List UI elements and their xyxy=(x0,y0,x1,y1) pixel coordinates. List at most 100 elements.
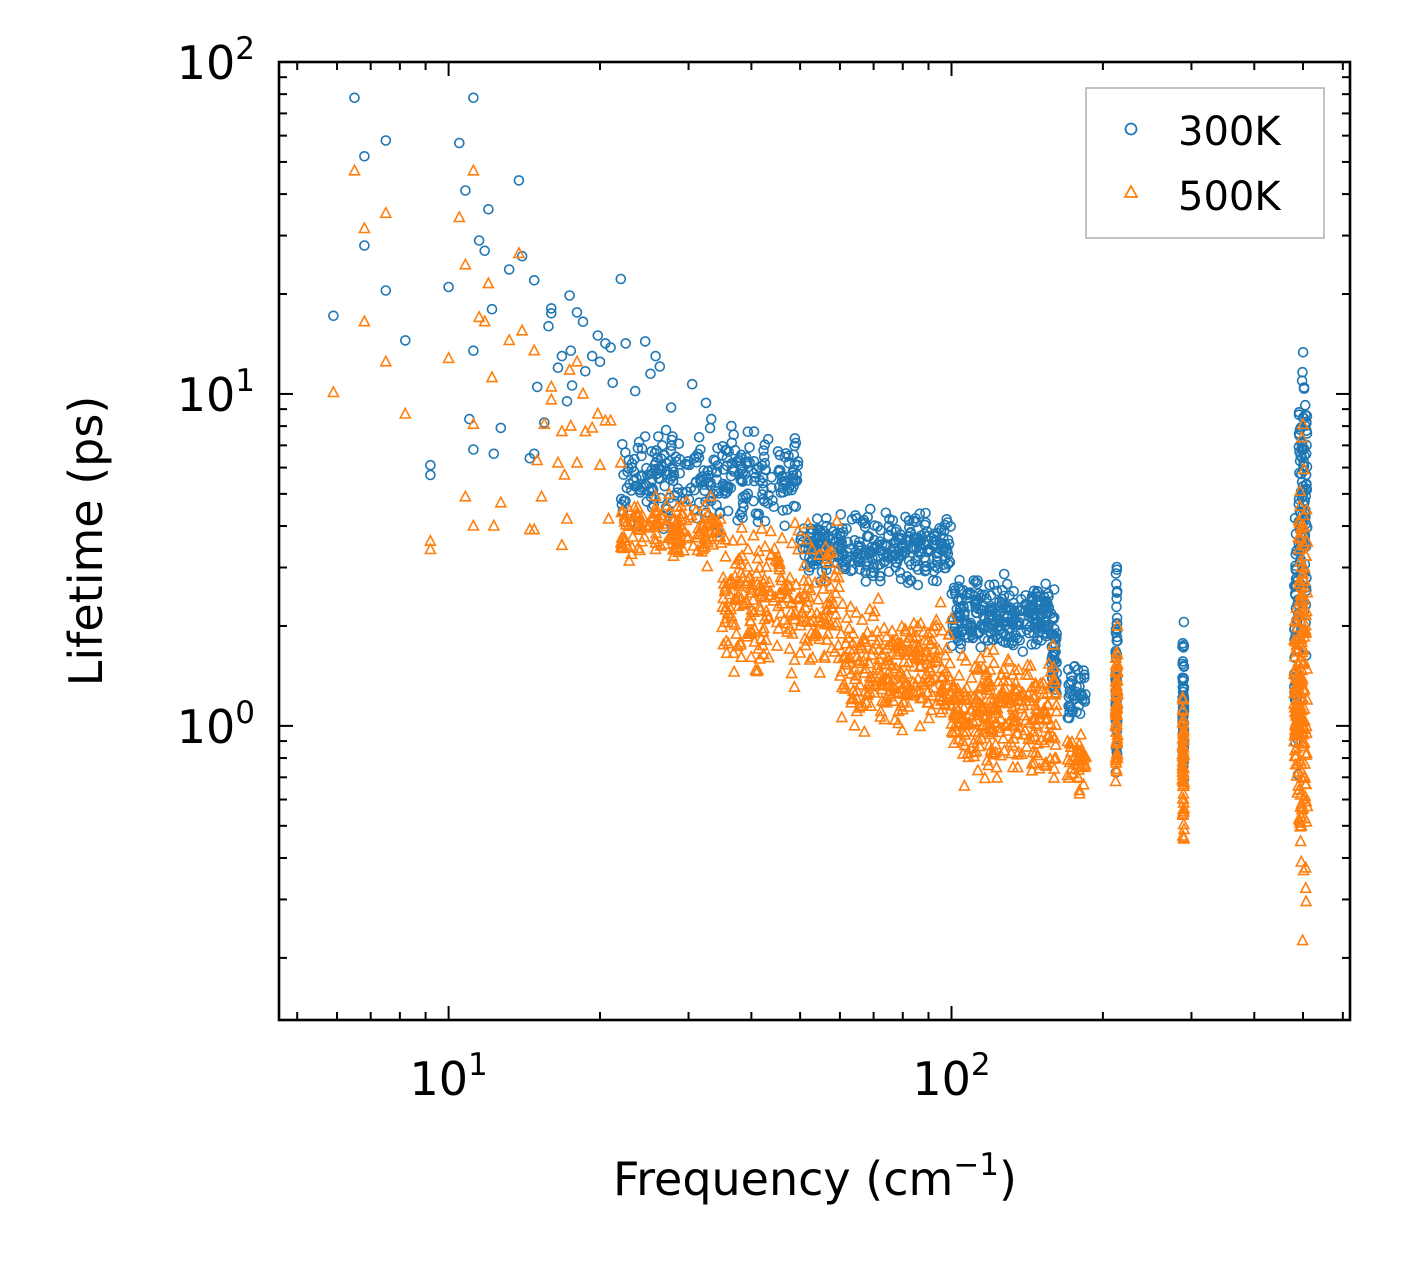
data-point-500k xyxy=(836,596,849,609)
data-point-300k xyxy=(641,462,652,474)
data-point-500k xyxy=(918,633,932,646)
data-point-500k xyxy=(967,714,980,728)
data-point-300k xyxy=(840,563,851,575)
data-point-500k xyxy=(1295,430,1309,443)
x-tick-label: 101 xyxy=(409,1047,487,1106)
data-point-500k xyxy=(863,674,877,687)
data-point-500k xyxy=(853,677,867,690)
data-point-500k xyxy=(1111,683,1124,696)
data-point-300k xyxy=(586,350,598,362)
data-point-300k xyxy=(545,307,557,319)
data-point-500k xyxy=(889,647,903,660)
data-point-500k xyxy=(883,637,897,650)
data-point-300k xyxy=(686,378,698,390)
data-point-300k xyxy=(629,385,641,397)
data-point-300k xyxy=(951,628,963,640)
data-point-500k xyxy=(1008,682,1022,695)
data-point-500k xyxy=(727,664,741,677)
data-point-500k xyxy=(1298,560,1311,573)
data-point-500k xyxy=(1077,777,1090,790)
data-point-300k xyxy=(953,581,964,593)
data-point-500k xyxy=(757,621,771,634)
data-point-500k xyxy=(1109,677,1123,690)
data-point-500k xyxy=(788,652,801,665)
data-point-500k xyxy=(735,520,749,533)
data-point-500k xyxy=(780,624,794,637)
data-point-300k xyxy=(768,501,780,513)
data-point-300k xyxy=(695,444,706,455)
data-point-500k xyxy=(858,632,871,645)
data-point-500k xyxy=(442,351,455,364)
data-point-500k xyxy=(544,392,558,405)
data-point-500k xyxy=(1110,762,1123,775)
data-point-500k xyxy=(358,314,371,327)
data-point-500k xyxy=(1294,531,1308,544)
data-point-300k xyxy=(561,395,573,407)
data-point-500k xyxy=(952,668,966,681)
data-point-300k xyxy=(942,534,954,546)
data-point-500k xyxy=(991,701,1004,714)
data-point-500k xyxy=(1300,719,1313,732)
data-point-300k xyxy=(779,451,791,463)
data-point-500k xyxy=(1299,777,1313,790)
data-point-300k xyxy=(931,551,943,562)
data-point-500k xyxy=(995,667,1009,680)
data-point-300k xyxy=(835,509,847,520)
data-point-500k xyxy=(832,580,846,593)
data-point-500k xyxy=(730,626,743,639)
data-point-300k xyxy=(571,307,583,318)
data-point-500k xyxy=(619,517,633,530)
data-point-300k xyxy=(965,619,977,631)
data-point-500k xyxy=(1041,685,1054,698)
data-point-500k xyxy=(888,712,902,725)
data-point-300k xyxy=(837,522,848,534)
data-point-500k xyxy=(1023,715,1037,728)
data-point-500k xyxy=(1297,863,1310,876)
data-point-500k xyxy=(1074,727,1088,740)
data-point-500k xyxy=(1298,811,1312,824)
data-point-500k xyxy=(746,592,760,605)
data-point-500k xyxy=(1295,559,1308,572)
data-point-500k xyxy=(1294,834,1307,847)
data-point-500k xyxy=(877,621,891,634)
data-point-500k xyxy=(704,489,718,502)
data-point-500k xyxy=(924,636,938,649)
data-point-500k xyxy=(1110,696,1124,709)
data-point-500k xyxy=(995,694,1009,707)
data-point-300k xyxy=(742,426,754,438)
data-point-300k xyxy=(1111,593,1122,604)
data-point-300k xyxy=(972,575,983,586)
data-point-500k xyxy=(1296,671,1309,684)
data-point-500k xyxy=(923,670,936,683)
data-point-500k xyxy=(781,590,795,603)
data-point-500k xyxy=(866,642,879,655)
data-point-300k xyxy=(737,491,749,503)
data-point-300k xyxy=(1036,609,1048,621)
data-point-500k xyxy=(1009,675,1023,688)
data-point-500k xyxy=(772,559,786,572)
data-point-300k xyxy=(756,460,768,471)
data-point-500k xyxy=(925,673,939,686)
data-point-500k xyxy=(718,584,732,597)
data-point-500k xyxy=(478,314,492,327)
data-point-500k xyxy=(649,535,662,548)
data-point-500k xyxy=(996,688,1009,701)
data-point-500k xyxy=(783,579,797,592)
data-point-500k xyxy=(1297,462,1311,475)
data-point-500k xyxy=(784,622,797,635)
data-point-500k xyxy=(822,555,835,568)
axes-layer: 101 102 100 101 102 xyxy=(177,31,1352,1106)
data-point-300k xyxy=(728,466,740,477)
data-point-500k xyxy=(467,163,480,176)
data-point-300k xyxy=(1111,587,1123,599)
data-point-500k xyxy=(865,629,879,642)
data-point-500k xyxy=(802,590,816,603)
data-point-300k xyxy=(676,486,688,498)
data-point-300k xyxy=(849,534,860,546)
data-point-500k xyxy=(885,658,899,671)
data-point-500k xyxy=(865,647,878,660)
data-point-300k xyxy=(914,508,926,520)
data-point-300k xyxy=(626,462,638,473)
data-point-500k xyxy=(659,519,673,532)
data-point-500k xyxy=(734,566,748,579)
